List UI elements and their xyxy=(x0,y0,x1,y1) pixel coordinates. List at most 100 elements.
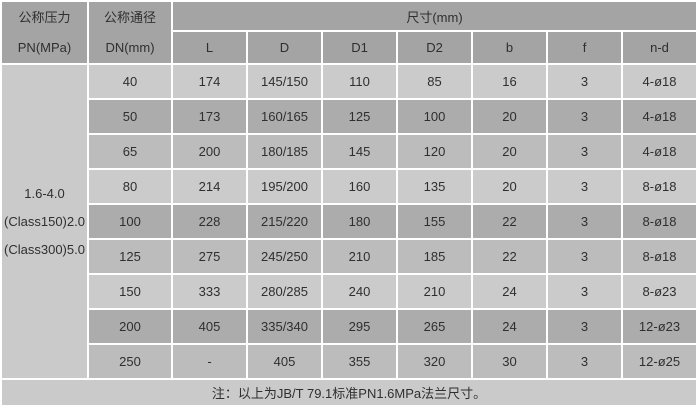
pressure-header-label-en: PN(MPa) xyxy=(17,39,72,55)
cell-dn: 40 xyxy=(89,65,171,98)
cell-D: 405 xyxy=(248,345,321,378)
footnote: 注：以上为JB/T 79.1标准PN1.6MPa法兰尺寸。 xyxy=(2,380,697,405)
cell-D2: 135 xyxy=(398,170,471,203)
cell-D1: 160 xyxy=(323,170,396,203)
cell-D2: 265 xyxy=(398,310,471,343)
cell-D1: 125 xyxy=(323,100,396,133)
cell-D2: 120 xyxy=(398,135,471,168)
cell-dn: 80 xyxy=(89,170,171,203)
column-header-f: f xyxy=(548,32,621,63)
table-row: 125 275 245/250 210 185 22 3 8-ø18 xyxy=(2,240,697,273)
cell-f: 3 xyxy=(548,275,621,308)
table-row: 1.6-4.0 (Class150)2.0 (Class300)5.0 40 174 … xyxy=(2,65,697,378)
cell-D1: 145 xyxy=(323,135,396,168)
cell-f: 3 xyxy=(548,65,621,98)
table-row: 50 173 160/165 125 100 20 3 4-ø18 xyxy=(2,100,697,133)
cell-b: 24 xyxy=(473,310,546,343)
table-row: 200 405 335/340 295 265 24 3 12-ø23 xyxy=(2,310,697,343)
cell-L: 228 xyxy=(173,205,246,238)
cell-nd: 8-ø18 xyxy=(623,170,697,203)
cell-b: 30 xyxy=(473,345,546,378)
cell-L: 173 xyxy=(173,100,246,133)
cell-b: 20 xyxy=(473,170,546,203)
cell-D1: 295 xyxy=(323,310,396,343)
cell-D: 335/340 xyxy=(248,310,321,343)
column-header-D: D xyxy=(248,32,321,63)
cell-D2: 155 xyxy=(398,205,471,238)
cell-D2: 320 xyxy=(398,345,471,378)
header-row-1: 公称压力 PN(MPa) 公称通径 DN(mm) 尺寸(mm) xyxy=(2,2,697,63)
cell-L: 333 xyxy=(173,275,246,308)
cell-dn: 65 xyxy=(89,135,171,168)
cell-nd: 4-ø18 xyxy=(623,100,697,133)
cell-L: 275 xyxy=(173,240,246,273)
cell-D2: 185 xyxy=(398,240,471,273)
pressure-class-cell: 1.6-4.0 (Class150)2.0 (Class300)5.0 xyxy=(2,65,87,378)
column-header-D1: D1 xyxy=(323,32,396,63)
pressure-class-line-2: (Class150)2.0 xyxy=(4,213,85,229)
cell-L: 405 xyxy=(173,310,246,343)
cell-D1: 180 xyxy=(323,205,396,238)
cell-L: 174 xyxy=(173,65,246,98)
column-header-b: b xyxy=(473,32,546,63)
cell-f: 3 xyxy=(548,240,621,273)
cell-D1: 355 xyxy=(323,345,396,378)
dn-header-cell: 公称通径 DN(mm) xyxy=(89,2,171,63)
cell-dn: 100 xyxy=(89,205,171,238)
cell-nd: 8-ø18 xyxy=(623,240,697,273)
cell-f: 3 xyxy=(548,135,621,168)
table-row: 100 228 215/220 180 155 22 3 8-ø18 xyxy=(2,205,697,238)
table-row: 150 333 280/285 240 210 24 3 8-ø23 xyxy=(2,275,697,308)
cell-f: 3 xyxy=(548,100,621,133)
cell-D: 195/200 xyxy=(248,170,321,203)
cell-b: 24 xyxy=(473,275,546,308)
column-header-D2: D2 xyxy=(398,32,471,63)
cell-D2: 210 xyxy=(398,275,471,308)
cell-dn: 150 xyxy=(89,275,171,308)
cell-f: 3 xyxy=(548,310,621,343)
cell-D: 180/185 xyxy=(248,135,321,168)
cell-nd: 12-ø25 xyxy=(623,345,697,378)
cell-b: 22 xyxy=(473,240,546,273)
cell-L: - xyxy=(173,345,246,378)
cell-nd: 4-ø18 xyxy=(623,135,697,168)
header-row-2: L D D1 D2 b f n-d xyxy=(2,32,697,63)
cell-D: 215/220 xyxy=(248,205,321,238)
cell-b: 20 xyxy=(473,100,546,133)
cell-D2: 85 xyxy=(398,65,471,98)
cell-D: 280/285 xyxy=(248,275,321,308)
cell-dn: 200 xyxy=(89,310,171,343)
cell-D1: 240 xyxy=(323,275,396,308)
dn-header-label-en: DN(mm) xyxy=(105,39,155,55)
dn-header-label-cn: 公称通径 xyxy=(103,9,156,25)
cell-L: 200 xyxy=(173,135,246,168)
pressure-class-line-1: 1.6-4.0 xyxy=(24,185,65,201)
cell-f: 3 xyxy=(548,170,621,203)
cell-dn: 250 xyxy=(89,345,171,378)
cell-b: 20 xyxy=(473,135,546,168)
cell-D1: 210 xyxy=(323,240,396,273)
cell-D: 160/165 xyxy=(248,100,321,133)
column-header-L: L xyxy=(173,32,246,63)
cell-L: 214 xyxy=(173,170,246,203)
cell-nd: 12-ø23 xyxy=(623,310,697,343)
pressure-header-label-cn: 公称压力 xyxy=(18,9,71,25)
size-header-cell: 尺寸(mm) xyxy=(173,2,697,30)
cell-nd: 8-ø23 xyxy=(623,275,697,308)
cell-b: 22 xyxy=(473,205,546,238)
cell-D1: 110 xyxy=(323,65,396,98)
cell-f: 3 xyxy=(548,205,621,238)
table-row: 80 214 195/200 160 135 20 3 8-ø18 xyxy=(2,170,697,203)
table-row: 65 200 180/185 145 120 20 3 4-ø18 xyxy=(2,135,697,168)
cell-nd: 8-ø18 xyxy=(623,205,697,238)
cell-nd: 4-ø18 xyxy=(623,65,697,98)
cell-D2: 100 xyxy=(398,100,471,133)
cell-f: 3 xyxy=(548,345,621,378)
cell-dn: 125 xyxy=(89,240,171,273)
cell-D: 245/250 xyxy=(248,240,321,273)
pressure-class-line-3: (Class300)5.0 xyxy=(4,241,85,257)
cell-b: 16 xyxy=(473,65,546,98)
cell-D: 145/150 xyxy=(248,65,321,98)
